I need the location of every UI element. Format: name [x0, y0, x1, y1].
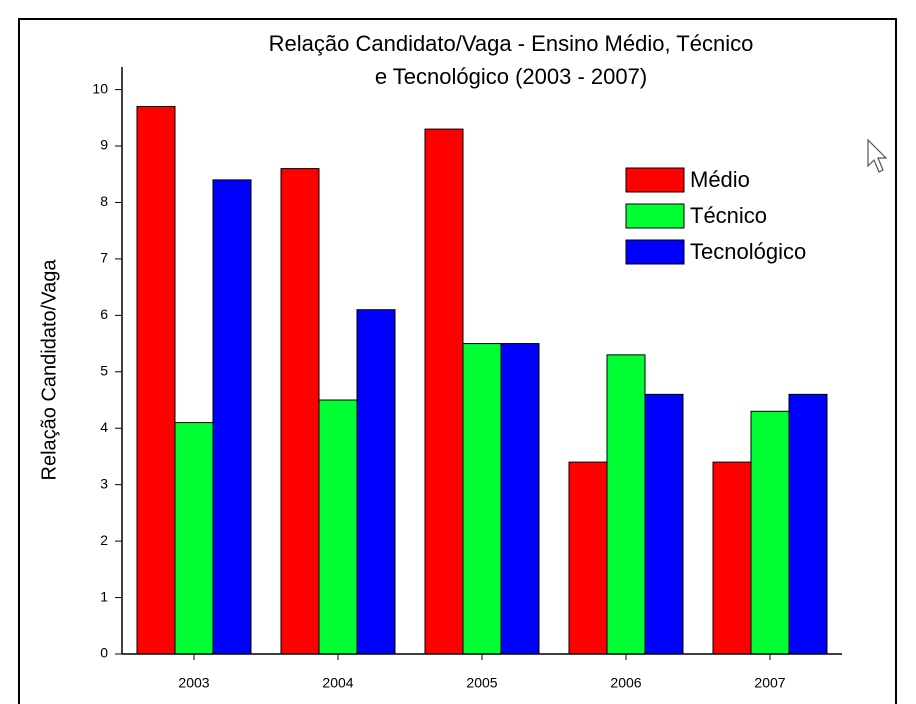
frame [18, 18, 897, 704]
legend-label: Técnico [690, 203, 767, 228]
bar [606, 354, 646, 655]
x-tick-label: 2007 [754, 675, 785, 691]
x-tick-label: 2005 [466, 675, 497, 691]
chart-title: Relação Candidato/Vaga - Ensino Médio, T… [269, 31, 754, 56]
legend-swatch [625, 239, 685, 265]
y-tick-label: 1 [100, 588, 108, 604]
cursor [867, 138, 888, 173]
bar [174, 422, 214, 655]
y-tick-label: 5 [100, 362, 108, 378]
bar [318, 399, 358, 655]
legend-label: Médio [690, 167, 750, 192]
y-axis-label: Relação Candidato/Vaga [38, 259, 60, 481]
bar [712, 461, 752, 655]
y-tick-label: 4 [100, 419, 108, 435]
legend-swatch [625, 167, 685, 193]
bar [212, 179, 252, 655]
y-tick-label: 9 [100, 137, 108, 153]
y-tick-label: 2 [100, 532, 108, 548]
x-tick-label: 2003 [178, 675, 209, 691]
bar [788, 393, 828, 655]
bar [568, 461, 608, 655]
bar [500, 343, 540, 655]
bar [280, 168, 320, 655]
y-tick-label: 7 [100, 250, 108, 266]
bar [424, 128, 464, 655]
y-tick-label: 10 [92, 80, 108, 96]
bar [356, 309, 396, 655]
y-tick-label: 8 [100, 193, 108, 209]
bar [462, 343, 502, 655]
bar [644, 393, 684, 655]
chart-title: e Tecnológico (2003 - 2007) [375, 64, 647, 89]
y-tick-label: 6 [100, 306, 108, 322]
bar [750, 410, 790, 655]
x-tick-label: 2006 [610, 675, 641, 691]
y-tick-label: 0 [100, 645, 108, 661]
x-tick-label: 2004 [322, 675, 353, 691]
y-tick-label: 3 [100, 475, 108, 491]
bar [136, 106, 176, 655]
legend-label: Tecnológico [690, 239, 806, 264]
legend-swatch [625, 203, 685, 229]
